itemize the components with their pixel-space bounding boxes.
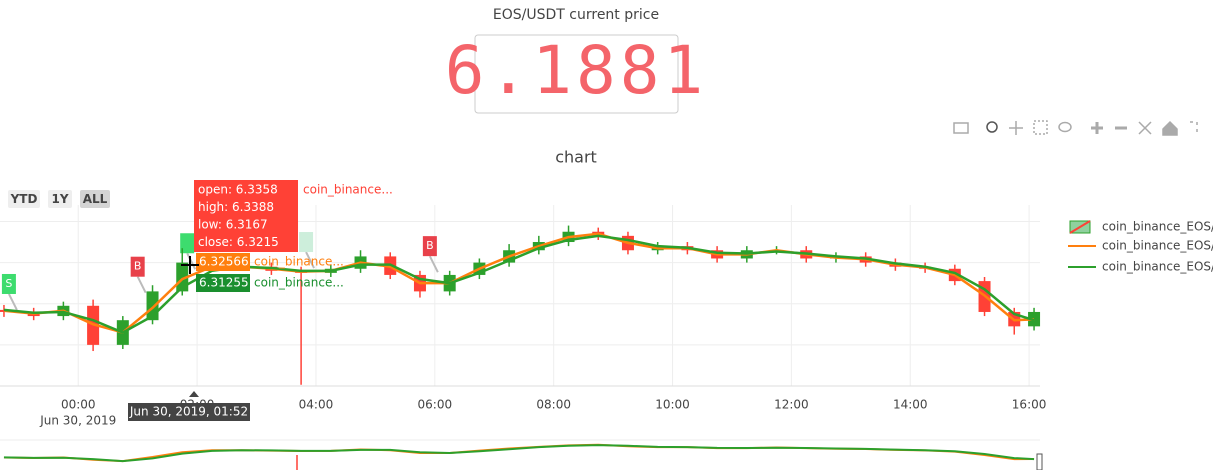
x-tick-label: 00:00: [61, 398, 96, 412]
series-line: [3, 234, 1035, 334]
hover-box: [196, 253, 250, 271]
price-display: 6.1881: [445, 32, 707, 109]
legend-label: coin_binance_EOS/U: [1102, 260, 1213, 274]
hover-box: [194, 180, 298, 252]
marker-arrow: [428, 255, 439, 273]
marker-arrow: [186, 252, 197, 270]
pan-icon[interactable]: [1009, 121, 1023, 135]
legend-label: coin_binance_EOS/U: [1102, 239, 1213, 253]
x-tick-label: 06:00: [418, 398, 453, 412]
hover-name: coin_binance...: [254, 276, 344, 290]
trade-marker: [130, 256, 145, 277]
hover-value: 6.31255: [199, 276, 249, 290]
range-button-label[interactable]: 1Y: [51, 192, 68, 206]
x-tick-label: 10:00: [655, 398, 690, 412]
range-button[interactable]: [8, 190, 40, 208]
select-icon[interactable]: [1033, 120, 1048, 135]
camera-icon[interactable]: [953, 122, 969, 134]
legend-swatch: [1069, 220, 1091, 234]
marker-arrow: [136, 276, 147, 294]
x-tick-label: 04:00: [299, 398, 334, 412]
legend-label: coin_binance_EOS/U: [1102, 220, 1213, 234]
hover-x-box: [128, 403, 250, 421]
trade-marker-label: S: [5, 277, 12, 290]
hover-text: close: 6.3215: [198, 235, 279, 249]
x-tick-label: 08:00: [536, 398, 571, 412]
slider-line: [3, 443, 1035, 463]
slider-handle[interactable]: [1036, 453, 1043, 470]
trade-marker-label: B: [134, 260, 142, 273]
header-title: EOS/USDT current price: [493, 7, 659, 23]
trade-marker: [1, 273, 16, 294]
x-tick-label: 12:00: [774, 398, 809, 412]
hover-text: open: 6.3358: [198, 183, 278, 197]
home-icon[interactable]: [1162, 120, 1178, 136]
hover-text: high: 6.3388: [198, 200, 274, 214]
hover-name: coin_binance...: [303, 183, 393, 197]
x-tick-label: 16:00: [1012, 398, 1047, 412]
zoom-icon[interactable]: [986, 121, 998, 133]
hover-x-label: Jun 30, 2019, 01:52: [129, 405, 248, 419]
trade-marker: [299, 232, 314, 253]
lasso-icon[interactable]: [1058, 121, 1072, 133]
x-date-label: Jun 30, 2019: [39, 414, 116, 428]
trade-marker: [180, 233, 195, 254]
price-box: [474, 34, 679, 114]
range-button[interactable]: [80, 190, 110, 208]
slider-line: [3, 444, 1035, 463]
marker-arrow: [8, 293, 18, 311]
hover-text: low: 6.3167: [198, 218, 268, 232]
range-button[interactable]: [48, 190, 72, 208]
marker-arrow: [305, 251, 315, 269]
hover-x-arrow: [189, 391, 199, 397]
zoom-in-out-icons[interactable]: [1091, 122, 1127, 134]
range-button-label[interactable]: YTD: [10, 192, 38, 206]
hover-box: [196, 274, 250, 292]
range-button-label[interactable]: ALL: [83, 192, 108, 206]
cursor: [181, 256, 199, 274]
x-tick-label: 14:00: [893, 398, 928, 412]
spike-icon[interactable]: [1190, 121, 1198, 132]
hover-name: coin_binance...: [254, 255, 344, 269]
modebar[interactable]: [953, 120, 1198, 136]
trade-marker-label: B: [426, 239, 434, 252]
hover-value: 6.32566: [199, 255, 249, 269]
trade-marker: [422, 236, 437, 257]
chart-title: chart: [555, 148, 597, 167]
autoscale-icon[interactable]: [1138, 121, 1152, 135]
